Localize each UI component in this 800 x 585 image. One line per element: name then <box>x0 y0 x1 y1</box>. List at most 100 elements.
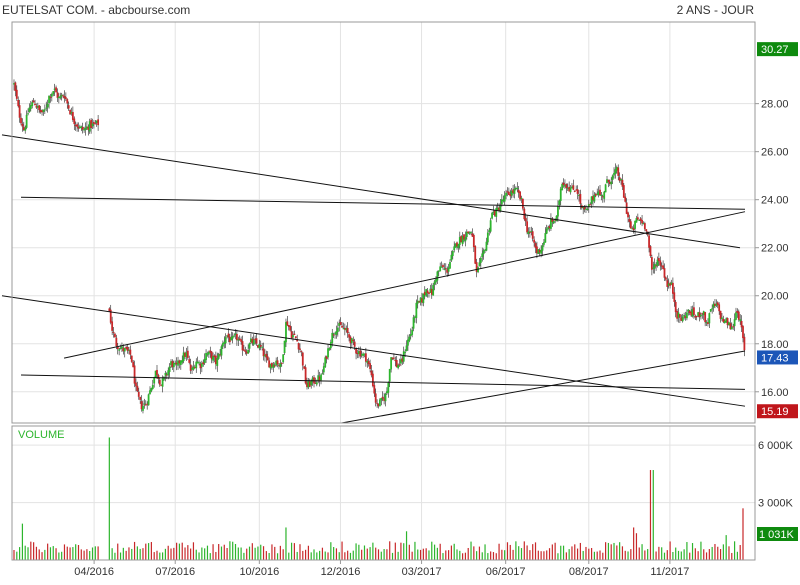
candle <box>649 244 652 258</box>
candle-body-down <box>146 403 149 405</box>
candle <box>156 365 158 379</box>
candle <box>331 328 334 347</box>
candle-body-down <box>660 265 663 267</box>
candle <box>279 359 282 373</box>
candle-body-down <box>472 234 475 248</box>
candle <box>509 189 512 200</box>
candle-body-down <box>625 202 628 214</box>
candle-body-down <box>714 303 716 306</box>
candle-body-down <box>506 191 509 193</box>
candle-body-up <box>561 183 564 191</box>
candle <box>423 286 426 300</box>
volume-bar <box>290 542 293 560</box>
volume-bar <box>251 543 253 560</box>
candle-body-down <box>663 268 666 278</box>
candle <box>188 355 191 365</box>
candle-body-down <box>718 304 721 312</box>
volume-bar <box>355 543 357 560</box>
candle <box>601 194 604 203</box>
volume-bar <box>341 541 343 560</box>
candle-body-down <box>463 234 465 240</box>
volume-bar <box>733 541 736 560</box>
volume-bar <box>470 541 472 560</box>
candle-body-up <box>638 219 641 221</box>
candle-body-down <box>394 359 397 362</box>
candle-body-up <box>331 332 334 343</box>
candle-body-down <box>90 119 93 129</box>
volume-bar <box>731 552 733 560</box>
candle-body-down <box>139 396 142 400</box>
candle-body-up <box>230 337 233 341</box>
candle <box>408 334 411 343</box>
candle-body-up <box>687 309 690 312</box>
candle <box>456 241 458 250</box>
volume-bar <box>268 552 270 560</box>
candle <box>321 369 324 375</box>
candle <box>94 120 97 125</box>
volume-bar <box>447 550 450 560</box>
volume-bar <box>178 543 181 560</box>
candle-body-down <box>575 189 578 191</box>
candle <box>465 229 468 240</box>
y-tick-label: 24.00 <box>761 195 789 207</box>
price-panel-frame <box>11 21 756 424</box>
volume-bar <box>422 548 424 560</box>
candle-body-up <box>489 220 492 232</box>
candle-body-up <box>123 347 126 352</box>
candle-body-down <box>20 117 22 124</box>
volume-bar <box>131 548 133 560</box>
volume-bar <box>532 544 534 560</box>
candle-body-down <box>377 403 380 407</box>
candle-body-down <box>111 321 114 331</box>
volume-bar <box>571 546 573 560</box>
candle <box>561 182 564 191</box>
y-tick-label: 20.00 <box>761 291 789 303</box>
candle <box>214 351 217 370</box>
candle-body-up <box>593 194 596 202</box>
candle-body-up <box>712 303 715 308</box>
candle <box>76 122 78 132</box>
candle-body-up <box>322 366 325 373</box>
candle <box>507 187 510 196</box>
volume-bar <box>299 544 301 560</box>
candle-body-down <box>662 265 664 270</box>
candle-body-up <box>91 123 94 127</box>
candle <box>241 335 244 356</box>
candle <box>491 211 493 220</box>
candle <box>363 353 366 358</box>
volume-bar <box>512 549 514 560</box>
volume-bar <box>568 549 570 560</box>
candle-body-down <box>343 327 346 330</box>
volume-bar <box>436 547 438 560</box>
candle <box>212 352 214 364</box>
candle-body-up <box>226 335 228 337</box>
candle-body-up <box>43 109 46 111</box>
candle-body-up <box>603 191 606 199</box>
candle-body-up <box>223 341 226 345</box>
candle <box>70 107 73 116</box>
candle-body-down <box>621 179 624 187</box>
candle <box>193 364 196 369</box>
volume-bar <box>89 551 91 560</box>
volume-bar <box>274 546 276 560</box>
candle <box>571 183 573 189</box>
candle-body-down <box>628 219 631 222</box>
candle <box>664 276 667 282</box>
candle <box>143 398 146 409</box>
candle <box>238 335 241 341</box>
candle-body-up <box>697 312 700 317</box>
volume-bar <box>672 552 674 560</box>
candle <box>297 342 300 353</box>
volume-bar <box>635 533 638 560</box>
candle <box>576 185 579 200</box>
candle-body-up <box>350 338 353 343</box>
candle <box>390 357 393 373</box>
candle-body-down <box>193 367 196 369</box>
candle <box>345 325 348 333</box>
candle <box>488 227 491 236</box>
candle <box>381 391 384 402</box>
candle <box>673 286 676 307</box>
candle <box>425 288 428 297</box>
candle-body-down <box>533 239 536 243</box>
